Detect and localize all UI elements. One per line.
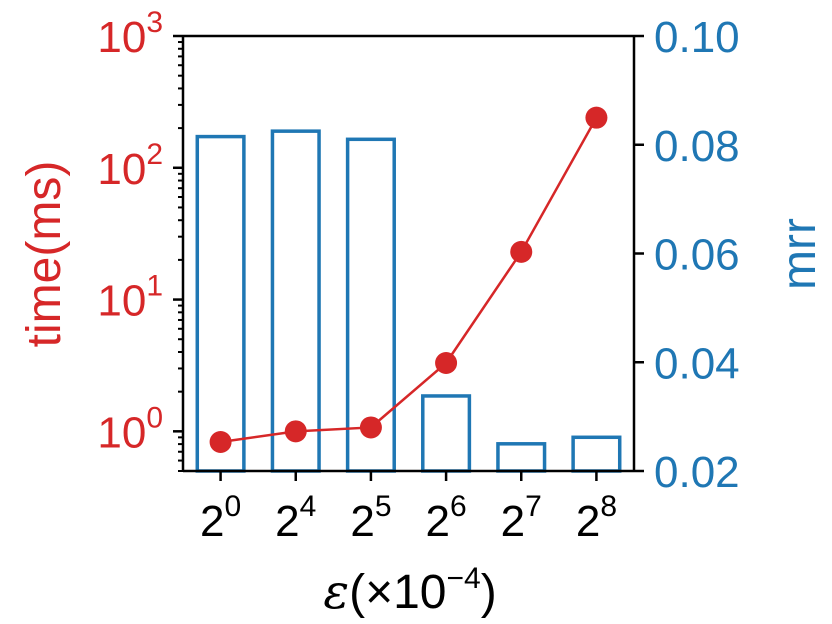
x-tick-base: 2 xyxy=(425,497,449,546)
time-line-path xyxy=(220,117,598,444)
time-point xyxy=(435,352,458,375)
x-tick-label: 28 xyxy=(576,490,617,546)
x-axis-title-exp: −4 xyxy=(446,562,480,595)
mrr-bar xyxy=(195,134,246,473)
x-tick-label: 27 xyxy=(501,490,542,546)
axes xyxy=(181,34,636,473)
right-axis-title: mrr xyxy=(773,218,826,290)
x-tick-label: 20 xyxy=(200,490,241,546)
right-tick-label: 0.08 xyxy=(654,122,740,171)
time-point xyxy=(359,416,382,439)
x-tick-exp: 4 xyxy=(300,490,317,523)
mrr-bar xyxy=(270,129,321,473)
left-tick-base: 10 xyxy=(97,277,146,326)
left-tick-base: 10 xyxy=(97,408,146,457)
time-point xyxy=(510,240,533,263)
time-point xyxy=(209,430,232,453)
time-points xyxy=(209,106,608,453)
x-tick-base: 2 xyxy=(200,497,224,546)
left-tick-label: 101 xyxy=(97,270,163,326)
left-tick-label: 103 xyxy=(97,6,163,62)
x-tick-exp: 8 xyxy=(600,490,617,523)
left-tick-label: 102 xyxy=(97,138,163,194)
x-tick-base: 2 xyxy=(576,497,600,546)
x-axis-title-close: ) xyxy=(481,566,497,619)
mrr-bar xyxy=(571,435,622,473)
x-axis-ticks: 20 24 25 26 27 28 xyxy=(200,471,617,546)
x-axis-title-open: (×10 xyxy=(349,566,446,619)
left-tick-exp: 0 xyxy=(146,401,163,434)
x-tick-base: 2 xyxy=(501,497,525,546)
x-tick-base: 2 xyxy=(350,497,374,546)
x-tick-exp: 7 xyxy=(525,490,542,523)
left-tick-base: 10 xyxy=(97,13,146,62)
x-axis-title: ε(×10−4) xyxy=(323,562,496,620)
mrr-bars xyxy=(195,129,622,473)
left-tick-exp: 3 xyxy=(146,6,163,39)
time-line xyxy=(220,117,598,444)
x-tick-label: 24 xyxy=(275,490,316,546)
mrr-bar xyxy=(496,442,547,473)
right-tick-label: 0.06 xyxy=(654,231,740,280)
left-tick-exp: 2 xyxy=(146,138,163,171)
right-tick-label: 0.04 xyxy=(654,339,740,388)
right-tick-label: 0.02 xyxy=(654,448,740,497)
left-axis-title: time(ms) xyxy=(18,161,71,348)
left-tick-label: 100 xyxy=(97,401,163,457)
right-axis-ticks: 0.02 0.04 0.06 0.08 0.10 xyxy=(634,13,740,497)
x-tick-exp: 0 xyxy=(224,490,241,523)
left-tick-exp: 1 xyxy=(146,270,163,303)
mrr-bar xyxy=(421,394,472,473)
right-tick-label: 0.10 xyxy=(654,13,740,62)
x-tick-exp: 5 xyxy=(375,490,392,523)
x-axis-title-symbol: ε xyxy=(323,564,349,620)
x-tick-exp: 6 xyxy=(450,490,467,523)
left-tick-base: 10 xyxy=(97,145,146,194)
x-tick-label: 26 xyxy=(425,490,466,546)
time-point xyxy=(585,106,608,129)
x-tick-base: 2 xyxy=(275,497,299,546)
time-point xyxy=(284,420,307,443)
x-tick-label: 25 xyxy=(350,490,391,546)
